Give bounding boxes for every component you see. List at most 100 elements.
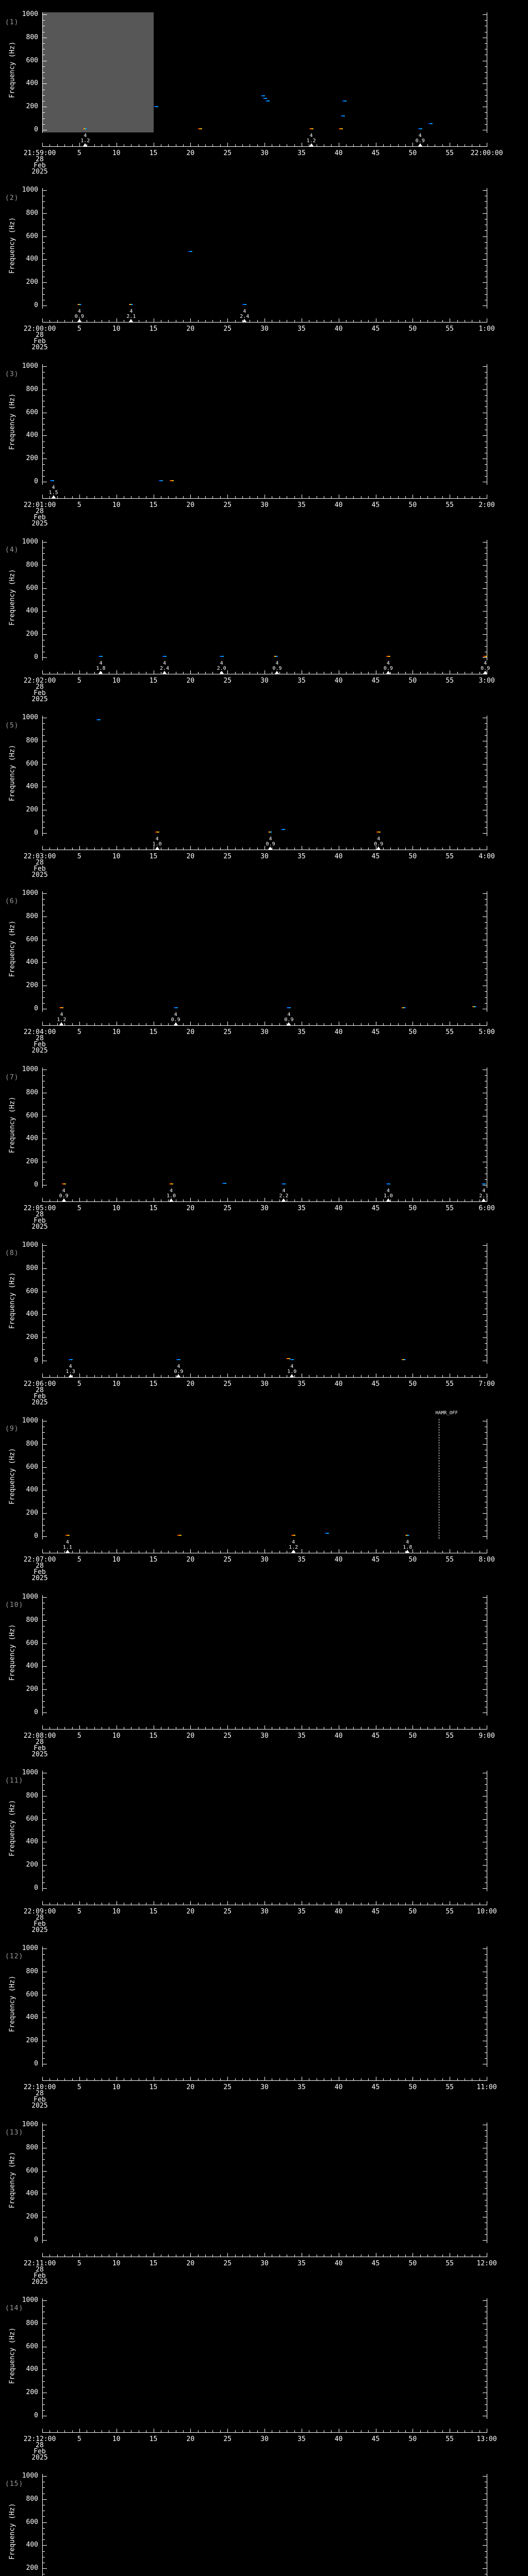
y-tick-label: 1000 [22, 362, 38, 370]
y-axis-tick [485, 1461, 487, 1462]
panel-number-label: (6) [5, 897, 19, 905]
time-axis-tick [42, 2077, 43, 2080]
time-axis-tick [368, 1551, 369, 1553]
time-axis-tick [64, 1551, 65, 1553]
y-axis-tick [485, 1320, 487, 1321]
y-tick-label: 600 [26, 408, 38, 416]
time-axis-tick [412, 1725, 414, 1729]
time-axis-tick [168, 1199, 169, 1201]
start-date-label: Feb [34, 2448, 46, 2455]
time-axis-tick [368, 1199, 369, 1201]
x-tick-label: 20 [186, 1028, 195, 1036]
y-axis-tick [483, 2476, 487, 2477]
time-axis-tick [331, 1727, 332, 1729]
y-axis-tick [43, 1098, 45, 1099]
time-axis-tick [412, 1549, 414, 1553]
panel-number-label: (4) [5, 546, 19, 554]
y-axis-tick [485, 2410, 487, 2411]
y-axis-tick [43, 1245, 47, 1246]
spectrogram-panel: (9) Frequency (Hz) 0 200 400 600 800 1000 HAMR_O… [0, 1406, 528, 1582]
time-axis-tick [383, 672, 384, 674]
x-tick-label: 30 [260, 2083, 269, 2091]
y-tick-label: 1000 [22, 1593, 38, 1601]
y-axis-tick [483, 1865, 487, 1866]
time-axis-tick [390, 1199, 391, 1201]
y-tick-label: 600 [26, 759, 38, 768]
y-axis-tick [485, 470, 487, 471]
y-axis-tick [485, 1098, 487, 1099]
event-marker-value: 0.9 [374, 841, 384, 847]
event-marker-value: 1.2 [80, 138, 90, 144]
y-axis-tick [485, 1807, 487, 1808]
y-axis-tick [43, 1983, 45, 1984]
event-marker-triangle-icon [155, 846, 159, 850]
y-axis-title: Frequency (Hz) [8, 41, 16, 98]
time-axis-tick [405, 848, 406, 850]
plot-box [42, 2474, 487, 2576]
time-axis-tick [398, 848, 399, 850]
time-axis-tick [205, 496, 206, 498]
event-marker-triangle-icon [405, 1550, 410, 1553]
y-axis-tick [485, 974, 487, 975]
y-axis-tick [485, 1087, 487, 1088]
time-axis-tick [94, 2255, 95, 2257]
y-tick-label: 200 [26, 981, 38, 990]
y-axis-tick [485, 1127, 487, 1128]
time-axis-tick [257, 1727, 258, 1729]
y-axis-tick [485, 1790, 487, 1791]
event-marker-triangle-icon [268, 846, 273, 850]
start-date-label: Feb [34, 2272, 46, 2280]
time-axis-tick [212, 2255, 213, 2257]
y-axis-tick [43, 213, 47, 214]
y-tick-label: 400 [26, 1134, 38, 1143]
y-axis-tick [43, 2159, 45, 2160]
time-axis-tick [242, 496, 243, 498]
start-date-label: 2025 [31, 1399, 48, 1406]
y-axis-tick [485, 2516, 487, 2517]
spectral-data-point [170, 480, 174, 482]
y-axis-tick [43, 1660, 45, 1662]
x-tick-label: 35 [298, 2083, 306, 2091]
y-axis-tick [485, 2035, 487, 2036]
spectral-data-point [324, 1533, 329, 1534]
time-axis-tick [57, 2078, 58, 2080]
time-axis-tick [257, 1199, 258, 1201]
time-axis-tick [183, 1903, 184, 1905]
time-axis-tick [64, 320, 65, 322]
time-axis-tick [257, 2078, 258, 2080]
x-tick-label: 5 [77, 1908, 81, 1916]
data-gap-region [42, 12, 154, 132]
time-axis-tick [57, 496, 58, 498]
time-axis-tick [442, 2255, 443, 2257]
x-tick-label: 50 [408, 853, 417, 860]
event-marker-triangle-icon [482, 1198, 486, 1201]
spectrogram-panel: (12) Frequency (Hz) 0 200 400 600 800 1000 5 10 15… [0, 1934, 528, 2110]
y-axis-tick [43, 1438, 45, 1439]
event-marker-triangle-icon [242, 319, 247, 322]
y-axis-tick [43, 1807, 45, 1808]
y-axis-title: Frequency (Hz) [8, 2327, 16, 2384]
x-tick-label: 10 [112, 677, 121, 685]
y-tick-label: 800 [26, 1616, 38, 1624]
start-date-label: 28 [36, 2090, 44, 2097]
time-axis-tick [227, 1374, 228, 1377]
y-axis-tick [43, 190, 47, 191]
time-axis-tick [427, 1903, 428, 1905]
time-axis-tick [227, 318, 228, 322]
y-axis-tick [43, 764, 47, 765]
x-tick-label: 35 [298, 1908, 306, 1916]
y-tick-label: 1000 [22, 1417, 38, 1425]
y-axis-tick [43, 2130, 45, 2131]
y-axis-tick [43, 1150, 45, 1151]
y-axis-line-left [42, 1946, 43, 2067]
x-tick-label: 15 [149, 2083, 158, 2091]
time-axis-tick [79, 1901, 80, 1905]
y-axis-tick [483, 2240, 487, 2241]
y-axis-tick [43, 833, 47, 834]
y-axis-tick [43, 201, 45, 202]
event-marker-value: 0.9 [171, 1017, 180, 1023]
x-tick-label: 5 [77, 1380, 81, 1388]
y-axis-tick [483, 962, 487, 963]
time-axis-tick [212, 1551, 213, 1553]
y-tick-label: 1000 [22, 1944, 38, 1952]
